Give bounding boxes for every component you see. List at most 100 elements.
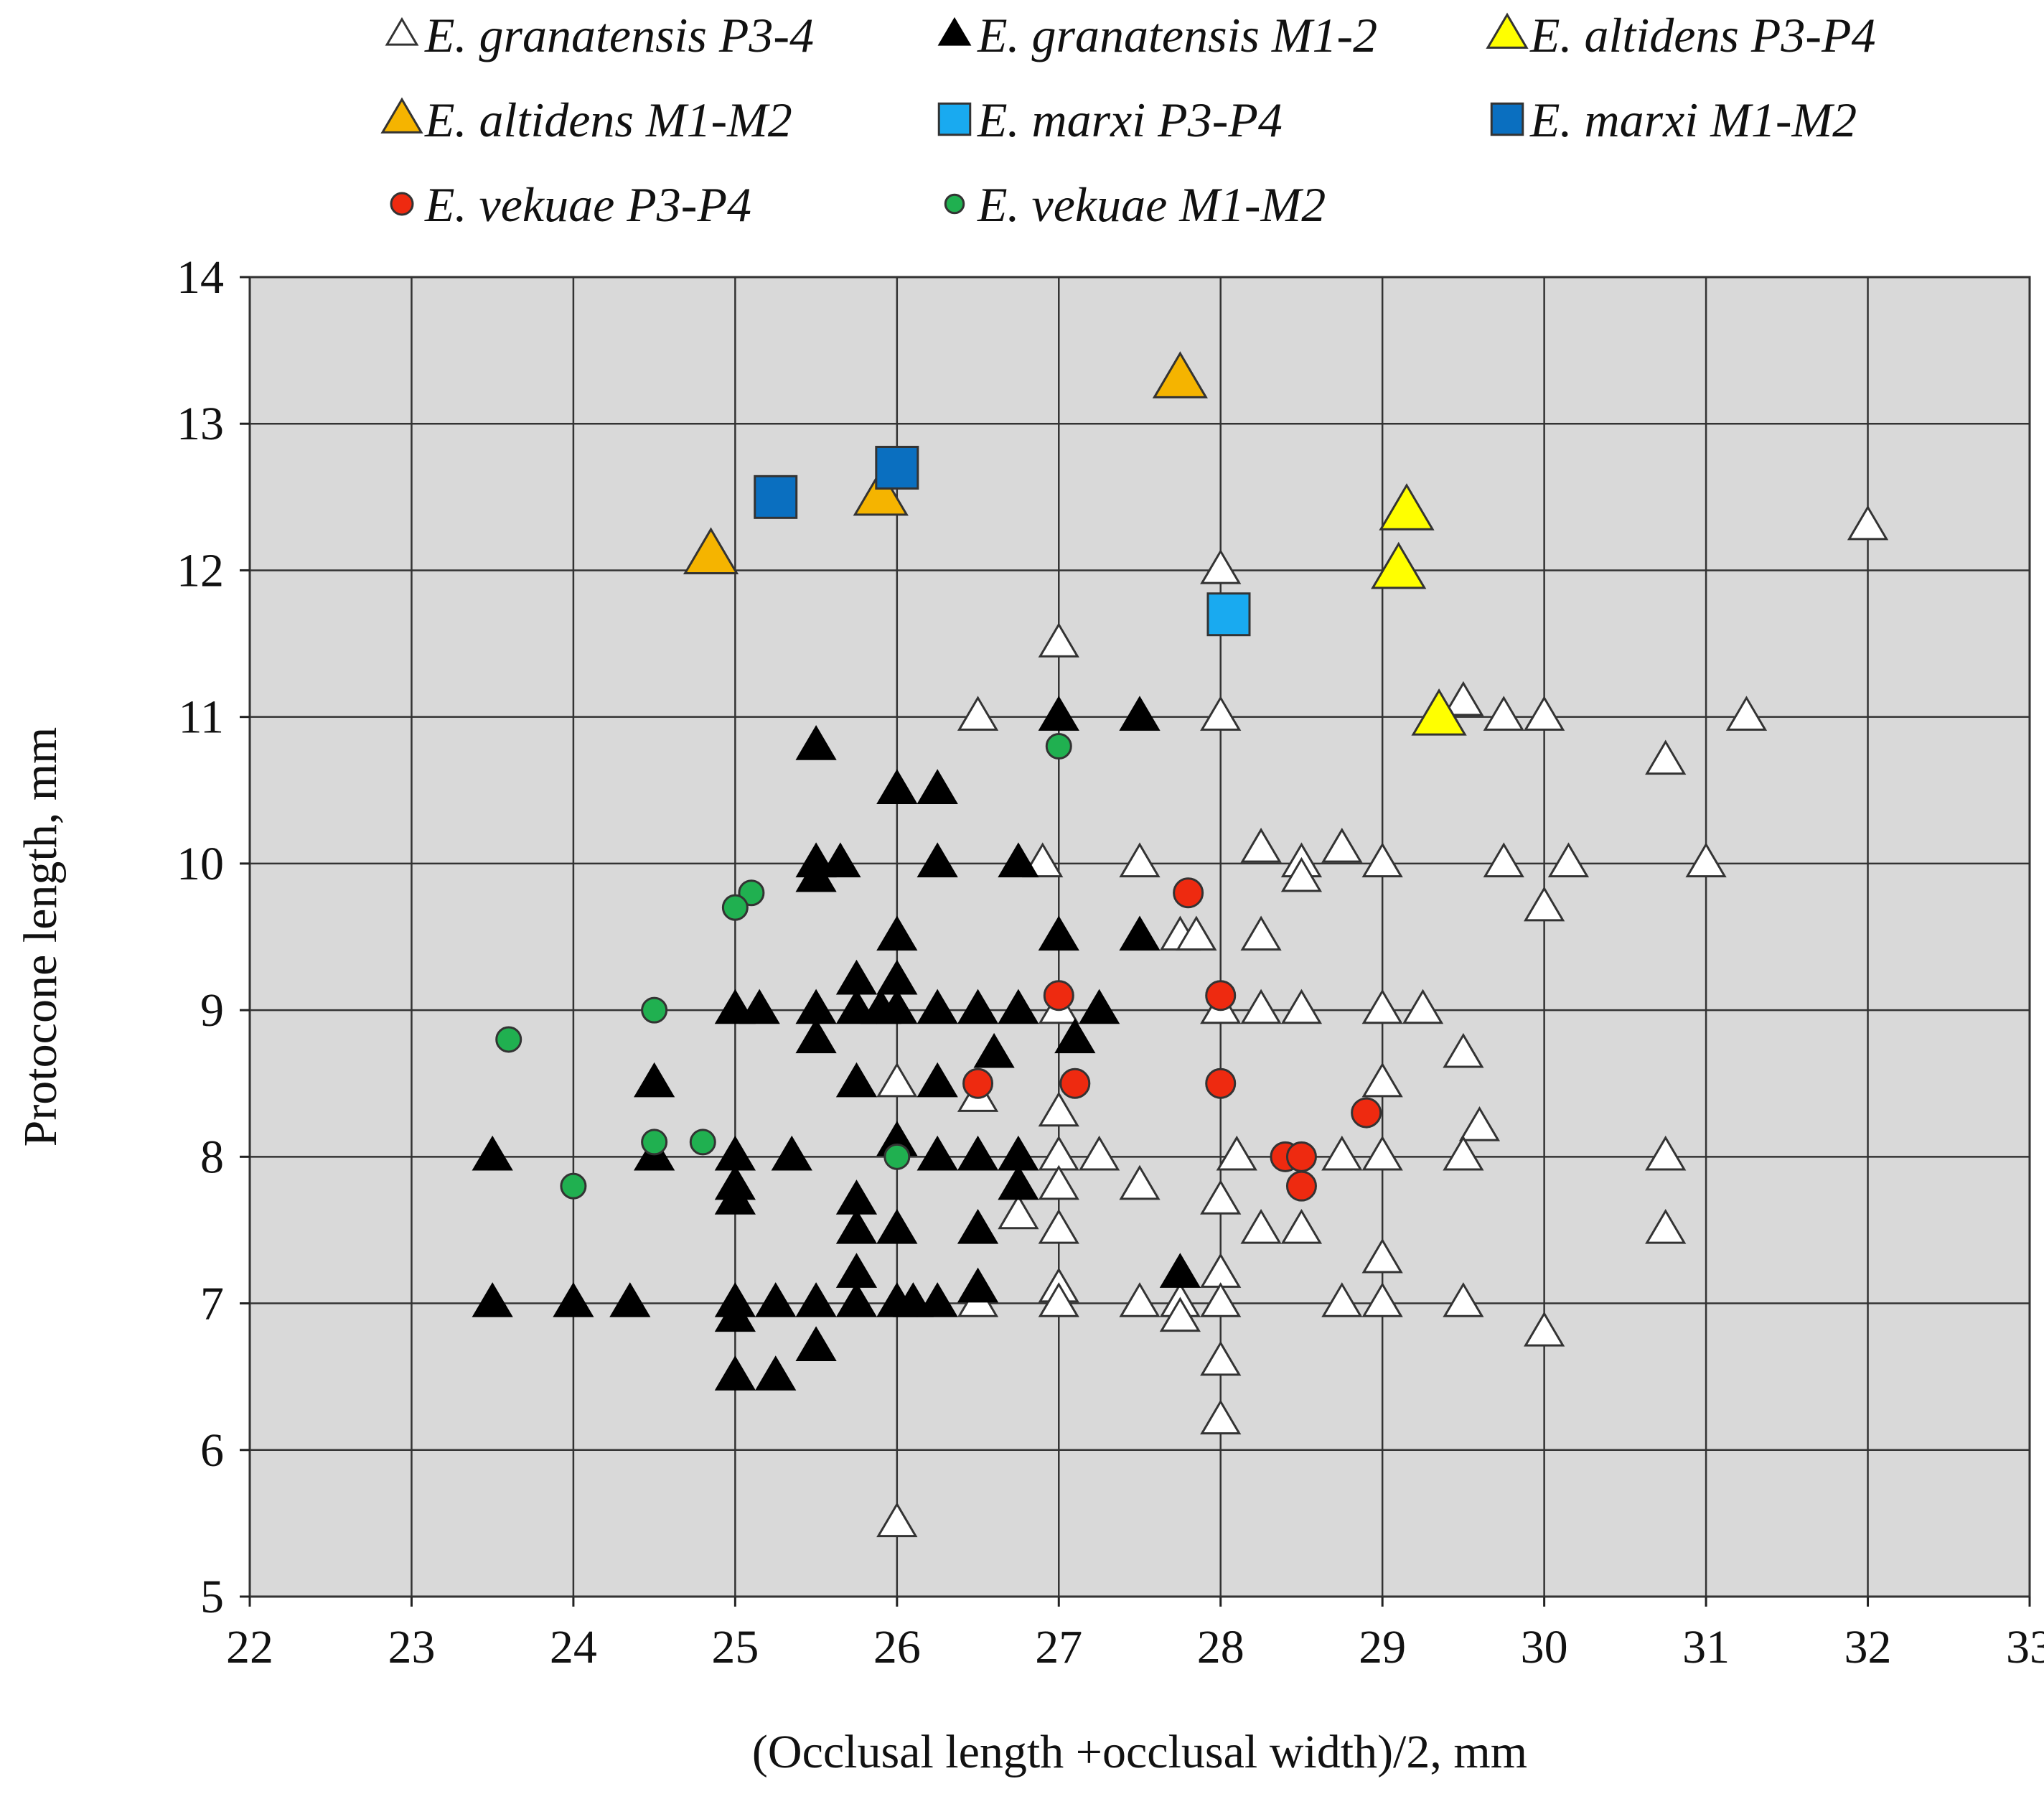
point-e-granatensis-p3-4-65 bbox=[1200, 1399, 1242, 1435]
point-e-granatensis-p3-4-61 bbox=[1361, 1282, 1403, 1317]
series-e-vekuae-m1-m2 bbox=[495, 733, 1072, 1200]
data-points bbox=[472, 351, 1889, 1538]
point-e-marxi-m1-m2-1 bbox=[875, 445, 919, 490]
point-e-granatensis-p3-4-8 bbox=[1725, 696, 1768, 731]
y-tick-label-7: 7 bbox=[200, 1278, 224, 1330]
legend-item-e-granatensis-m1-2: E. granatensis M1-2 bbox=[937, 8, 1377, 62]
x-tick-label-26: 26 bbox=[873, 1621, 921, 1673]
x-tick-label-28: 28 bbox=[1197, 1621, 1244, 1673]
point-e-granatensis-m1-2-22 bbox=[957, 989, 999, 1024]
point-e-granatensis-p3-4-41 bbox=[1443, 1135, 1484, 1171]
point-e-granatensis-m1-2-56 bbox=[835, 1282, 878, 1317]
point-e-granatensis-p3-4-60 bbox=[1321, 1282, 1363, 1317]
point-e-granatensis-m1-2-12 bbox=[1119, 915, 1161, 951]
point-e-granatensis-p3-4-30 bbox=[1443, 1032, 1484, 1068]
point-e-granatensis-p3-4-44 bbox=[1119, 1164, 1161, 1200]
point-e-granatensis-m1-2-45 bbox=[957, 1208, 999, 1244]
x-tick-label-30: 30 bbox=[1521, 1621, 1568, 1673]
point-e-vekuae-p3-p4-3 bbox=[962, 1067, 994, 1099]
point-e-granatensis-p3-4-38 bbox=[1216, 1135, 1257, 1171]
point-e-altidens-p3-p4-2 bbox=[1411, 688, 1467, 736]
point-e-granatensis-m1-2-0 bbox=[1038, 696, 1079, 731]
point-e-granatensis-m1-2-26 bbox=[1054, 1018, 1096, 1054]
point-e-vekuae-m1-m2-0 bbox=[1045, 733, 1072, 760]
legend-item-e-vekuae-p3-p4: E. vekuae P3-P4 bbox=[390, 177, 751, 232]
point-e-granatensis-p3-4-4 bbox=[1200, 696, 1242, 731]
x-tick-label-24: 24 bbox=[550, 1621, 597, 1673]
point-e-granatensis-m1-2-59 bbox=[916, 1282, 958, 1317]
point-e-vekuae-p3-p4-8 bbox=[1285, 1141, 1317, 1172]
point-e-granatensis-m1-2-2 bbox=[795, 725, 837, 760]
point-e-granatensis-m1-2-4 bbox=[916, 769, 958, 804]
point-e-granatensis-p3-4-7 bbox=[1524, 696, 1565, 731]
point-e-granatensis-m1-2-50 bbox=[553, 1282, 594, 1317]
point-e-granatensis-m1-2-7 bbox=[820, 842, 861, 878]
point-e-granatensis-m1-2-49 bbox=[472, 1282, 513, 1317]
point-e-granatensis-m1-2-60 bbox=[795, 1326, 837, 1362]
point-e-granatensis-m1-2-62 bbox=[755, 1355, 797, 1391]
point-e-granatensis-p3-4-64 bbox=[1200, 1340, 1242, 1376]
x-tick-label-22: 22 bbox=[226, 1621, 273, 1673]
point-e-granatensis-p3-4-31 bbox=[876, 1062, 918, 1098]
series-e-altidens-m1-m2 bbox=[683, 351, 1208, 575]
legend-label-e-vekuae-p3-p4: E. vekuae P3-P4 bbox=[424, 177, 751, 232]
point-e-vekuae-p3-p4-4 bbox=[1059, 1067, 1091, 1099]
point-e-granatensis-m1-2-30 bbox=[916, 1062, 958, 1098]
point-e-granatensis-p3-4-34 bbox=[1038, 1091, 1079, 1127]
point-e-granatensis-p3-4-5 bbox=[1443, 681, 1484, 716]
legend-marker-e-altidens-p3-p4 bbox=[1486, 12, 1529, 49]
x-tick-label-33: 33 bbox=[2006, 1621, 2044, 1673]
legend: E. granatensis P3-4 E. granatensis M1-2 E.… bbox=[380, 8, 1876, 232]
point-e-altidens-m1-m2-0 bbox=[1152, 351, 1208, 398]
point-e-granatensis-p3-4-17 bbox=[1483, 842, 1524, 878]
y-tick-label-6: 6 bbox=[200, 1424, 224, 1477]
legend-marker-e-altidens-m1-m2 bbox=[380, 97, 423, 134]
point-e-granatensis-m1-2-8 bbox=[916, 842, 958, 878]
point-e-granatensis-p3-4-42 bbox=[1645, 1135, 1687, 1171]
point-e-granatensis-m1-2-37 bbox=[957, 1135, 999, 1171]
series-e-altidens-p3-p4 bbox=[1371, 483, 1467, 736]
point-e-granatensis-p3-4-16 bbox=[1361, 842, 1403, 878]
point-e-granatensis-m1-2-29 bbox=[835, 1062, 878, 1098]
point-e-vekuae-m1-m2-2 bbox=[721, 894, 749, 921]
point-e-granatensis-m1-2-25 bbox=[795, 1018, 837, 1054]
point-e-granatensis-p3-4-29 bbox=[1402, 989, 1444, 1024]
point-e-vekuae-m1-m2-8 bbox=[560, 1172, 587, 1200]
point-e-granatensis-p3-4-2 bbox=[1038, 622, 1079, 658]
y-tick-label-11: 11 bbox=[178, 691, 224, 744]
point-e-granatensis-p3-4-63 bbox=[1524, 1311, 1565, 1347]
point-e-granatensis-p3-4-23 bbox=[1240, 915, 1282, 951]
x-tick-label-27: 27 bbox=[1035, 1621, 1082, 1673]
point-e-granatensis-p3-4-62 bbox=[1443, 1282, 1484, 1317]
point-e-granatensis-p3-4-45 bbox=[1200, 1179, 1242, 1215]
series-e-vekuae-p3-p4 bbox=[962, 877, 1382, 1202]
point-e-granatensis-p3-4-58 bbox=[1159, 1297, 1201, 1332]
series-e-marxi-p3-p4 bbox=[1206, 592, 1251, 637]
point-e-granatensis-p3-4-35 bbox=[1458, 1106, 1501, 1141]
point-e-granatensis-m1-2-1 bbox=[1119, 696, 1161, 731]
point-e-granatensis-m1-2-61 bbox=[714, 1355, 756, 1391]
point-e-granatensis-m1-2-11 bbox=[1038, 915, 1079, 951]
point-e-granatensis-p3-4-19 bbox=[1685, 842, 1727, 878]
point-e-granatensis-p3-4-1 bbox=[1200, 548, 1242, 584]
point-e-granatensis-p3-4-15 bbox=[1321, 827, 1363, 863]
point-e-granatensis-p3-4-49 bbox=[1280, 1208, 1323, 1244]
point-e-granatensis-m1-2-41 bbox=[998, 1164, 1039, 1200]
point-e-granatensis-p3-4-37 bbox=[1079, 1135, 1120, 1171]
point-e-granatensis-p3-4-55 bbox=[1038, 1282, 1079, 1317]
point-e-altidens-m1-m2-1 bbox=[853, 468, 909, 516]
point-e-granatensis-m1-2-44 bbox=[876, 1208, 918, 1244]
x-tick-label-31: 31 bbox=[1682, 1621, 1730, 1673]
legend-label-e-altidens-p3-p4: E. altidens P3-P4 bbox=[1529, 8, 1876, 62]
point-e-granatensis-p3-4-59 bbox=[1200, 1282, 1242, 1317]
legend-marker-e-granatensis-p3-4 bbox=[385, 17, 419, 46]
point-e-granatensis-p3-4-27 bbox=[1280, 989, 1323, 1024]
point-e-granatensis-p3-4-0 bbox=[1847, 505, 1889, 541]
point-e-vekuae-m1-m2-3 bbox=[641, 996, 668, 1024]
legend-item-e-marxi-m1-m2: E. marxi M1-M2 bbox=[1490, 93, 1857, 147]
point-e-granatensis-m1-2-54 bbox=[755, 1282, 797, 1317]
legend-item-e-marxi-p3-p4: E. marxi P3-P4 bbox=[937, 93, 1283, 147]
legend-item-e-granatensis-p3-4: E. granatensis P3-4 bbox=[385, 8, 814, 62]
point-e-granatensis-p3-4-33 bbox=[1361, 1062, 1403, 1098]
